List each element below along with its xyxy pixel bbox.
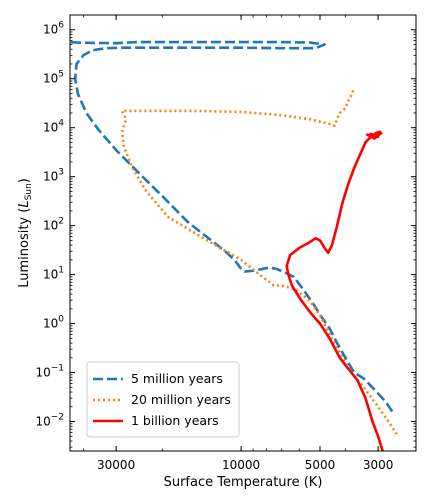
series-line-2 [285, 130, 384, 451]
y-axis-label-symbol: L [17, 200, 32, 207]
x-tick-label: 5000 [305, 458, 336, 472]
y-axis-label-subscript: Sun [24, 183, 34, 200]
y-axis-label: Luminosity (LSun) [17, 178, 34, 288]
x-tick-label: 10000 [222, 458, 260, 472]
legend: 5 million years 20 million years 1 billi… [86, 361, 240, 438]
y-tick-label: 10−1 [35, 364, 64, 380]
x-axis: 30000 10000 5000 3000 [83, 15, 393, 472]
legend-label-5-million: 5 million years [131, 371, 223, 386]
series-line-0 [70, 40, 394, 413]
y-tick-label: 102 [43, 217, 64, 233]
y-axis: 10−2 10−1 100 101 102 103 104 105 106 [35, 14, 416, 448]
x-tick-label: 30000 [97, 458, 135, 472]
y-tick-label: 101 [43, 266, 64, 282]
y-tick-label: 104 [43, 119, 64, 135]
x-tick-label: 3000 [363, 458, 394, 472]
y-tick-label: 100 [43, 315, 64, 331]
legend-label-20-million: 20 million years [131, 392, 231, 407]
y-tick-label: 105 [43, 70, 64, 86]
y-axis-label-main: Luminosity ( [17, 208, 32, 288]
x-axis-label: Surface Temperature (K) [164, 475, 323, 490]
y-axis-label-close: ) [17, 178, 32, 183]
y-tick-label: 106 [43, 21, 64, 37]
legend-frame [86, 361, 240, 438]
legend-label-1-billion: 1 billion years [131, 413, 219, 428]
y-tick-label: 10−2 [35, 413, 64, 429]
series-line-1 [120, 87, 398, 435]
series-layer [70, 40, 398, 451]
y-tick-label: 103 [43, 168, 64, 184]
